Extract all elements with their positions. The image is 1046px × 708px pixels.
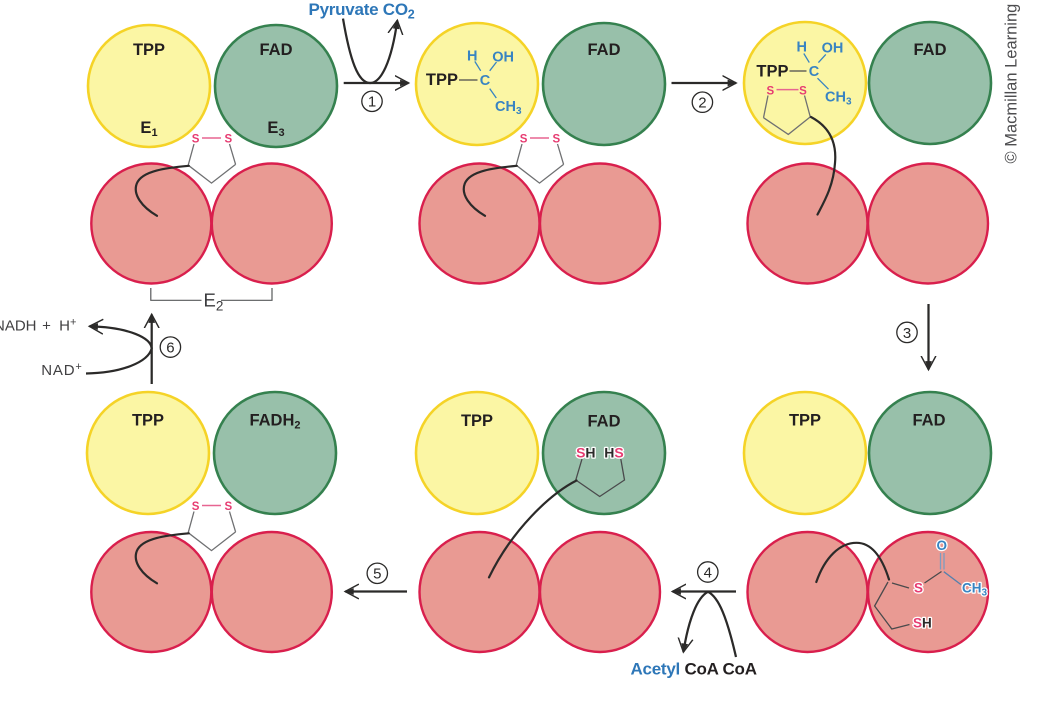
svg-text:S: S [520, 134, 528, 146]
svg-text:TPP: TPP [426, 71, 458, 89]
svg-text:NAD+: NAD+ [41, 361, 82, 379]
svg-text:Pyruvate CO2: Pyruvate CO2 [309, 0, 415, 22]
svg-text:S: S [224, 501, 232, 513]
svg-text:3: 3 [903, 325, 911, 342]
svg-text:CH3: CH3 [495, 99, 522, 117]
svg-text:OH: OH [822, 40, 844, 56]
svg-text:H: H [467, 48, 477, 64]
svg-text:FAD: FAD [913, 412, 946, 430]
svg-text:TPP: TPP [132, 412, 164, 430]
svg-text:C: C [480, 73, 491, 89]
svg-text:S: S [914, 581, 923, 596]
svg-text:1: 1 [368, 94, 376, 111]
svg-text:S: S [192, 134, 200, 146]
svg-text:SH: SH [913, 615, 932, 630]
svg-text:SH: SH [576, 444, 595, 460]
svg-text:O: O [937, 538, 948, 553]
svg-text:TPP: TPP [461, 412, 493, 430]
svg-text:TPP: TPP [789, 412, 821, 430]
svg-text:FAD: FAD [914, 41, 947, 59]
svg-text:6: 6 [166, 340, 174, 357]
svg-text:H: H [797, 39, 807, 55]
svg-text:S: S [552, 134, 560, 146]
svg-text:5: 5 [373, 566, 381, 583]
svg-text:NADH + H+: NADH + H+ [0, 317, 76, 335]
svg-text:FAD: FAD [260, 41, 293, 59]
svg-text:TPP: TPP [133, 41, 165, 59]
svg-text:© Macmillan Learning: © Macmillan Learning [1003, 4, 1021, 164]
svg-text:FAD: FAD [588, 413, 621, 431]
svg-text:4: 4 [704, 564, 712, 581]
svg-text:TPP: TPP [756, 63, 788, 81]
svg-text:S: S [224, 134, 232, 146]
svg-text:S: S [799, 85, 807, 97]
svg-text:S: S [766, 85, 774, 97]
svg-text:FADH2: FADH2 [249, 412, 300, 432]
svg-text:2: 2 [698, 95, 706, 112]
svg-text:Acetyl CoA CoA: Acetyl CoA CoA [631, 659, 757, 678]
svg-text:HS: HS [604, 444, 623, 460]
svg-text:OH: OH [492, 49, 514, 65]
svg-text:CH3: CH3 [825, 90, 852, 108]
svg-text:C: C [809, 64, 820, 80]
svg-text:S: S [192, 501, 200, 513]
svg-text:FAD: FAD [588, 41, 621, 59]
